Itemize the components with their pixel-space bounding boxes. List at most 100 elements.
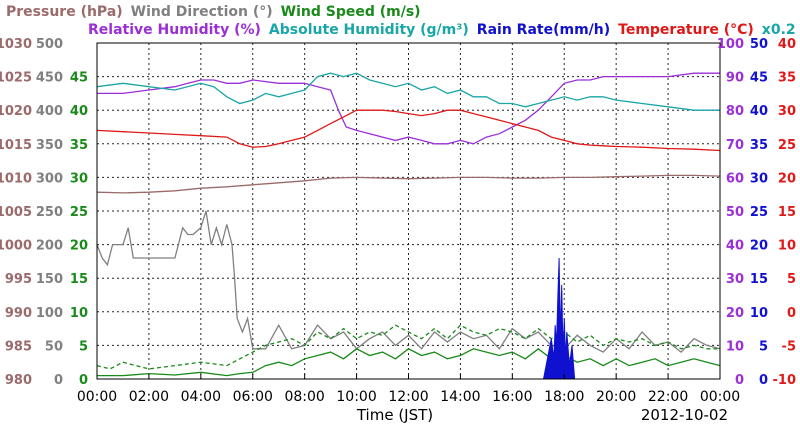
- y-tick-label-temperature: 35: [778, 71, 796, 86]
- y-tick-label-temperature: 5: [787, 272, 796, 287]
- y-tick-label-wind-direction: 150: [36, 272, 63, 287]
- date-label: 2012-10-02: [641, 406, 728, 424]
- y-tick-label-rain-rate: 10: [750, 306, 768, 321]
- legend-entry: x0.2: [762, 22, 796, 38]
- x-tick-label: 00:00: [700, 389, 740, 405]
- legend-entry: Absolute Humidity (g/m³): [269, 22, 469, 38]
- y-tick-label-pressure: 985: [5, 339, 32, 354]
- y-tick-label-wind-speed: 40: [70, 104, 88, 119]
- legend-entry: Rain Rate(mm/h): [477, 22, 610, 38]
- y-tick-label-rain-rate: 5: [759, 339, 768, 354]
- y-tick-label-rain-rate: 40: [750, 104, 768, 119]
- series-pressure-hpa: [96, 174, 721, 194]
- legend: Pressure (hPa) Wind Direction (°) Wind Spe…: [6, 4, 796, 38]
- y-tick-label-pressure: 1020: [0, 104, 32, 119]
- y-tick-label-humidity: 40: [726, 239, 744, 254]
- x-tick-label: 02:00: [129, 389, 169, 405]
- y-tick-label-temperature: -10: [773, 373, 797, 388]
- x-tick-label: 16:00: [492, 389, 532, 405]
- y-tick-label-wind-direction: 300: [36, 171, 63, 186]
- legend-entry: Pressure (hPa): [6, 4, 123, 20]
- y-tick-label-humidity: 0: [735, 373, 744, 388]
- y-tick-label-temperature: 15: [778, 205, 796, 220]
- y-tick-label-pressure: 1015: [0, 138, 32, 153]
- x-tick-label: 00:00: [77, 389, 117, 405]
- legend-entry: Relative Humidity (%): [88, 22, 261, 38]
- y-tick-label-wind-speed: 15: [70, 272, 88, 287]
- y-tick-label-wind-speed: 25: [70, 205, 88, 220]
- x-tick-label: 18:00: [544, 389, 584, 405]
- y-tick-label-wind-direction: 500: [36, 37, 63, 52]
- series-wind-speed-max-m-s: [96, 324, 720, 370]
- y-tick-label-wind-direction: 250: [36, 205, 63, 220]
- y-tick-label-wind-speed: 10: [70, 306, 88, 321]
- y-tick-label-humidity: 100: [717, 37, 744, 52]
- y-tick-label-wind-speed: 0: [79, 373, 88, 388]
- x-tick-label: 12:00: [388, 389, 428, 405]
- y-tick-label-wind-speed: 35: [70, 138, 88, 153]
- y-tick-label-pressure: 1000: [0, 239, 32, 254]
- axes: 1030102510201015101010051000995990985980…: [0, 37, 796, 405]
- y-tick-label-wind-speed: 45: [70, 71, 88, 86]
- x-tick-label: 20:00: [596, 389, 636, 405]
- x-tick-label: 10:00: [336, 389, 376, 405]
- y-tick-label-temperature: -5: [782, 339, 796, 354]
- series-wind-direction: [96, 210, 721, 353]
- y-tick-label-pressure: 1010: [0, 171, 32, 186]
- y-tick-label-pressure: 980: [5, 373, 32, 388]
- x-tick-label: 06:00: [233, 389, 273, 405]
- y-tick-label-pressure: 1030: [0, 37, 32, 52]
- y-tick-label-rain-rate: 15: [750, 272, 768, 287]
- y-tick-label-pressure: 1005: [0, 205, 32, 220]
- y-tick-label-wind-direction: 200: [36, 239, 63, 254]
- y-tick-label-wind-direction: 0: [54, 373, 63, 388]
- y-tick-label-pressure: 995: [5, 272, 32, 287]
- y-tick-label-wind-direction: 50: [45, 339, 63, 354]
- y-tick-label-wind-direction: 450: [36, 71, 63, 86]
- y-tick-label-humidity: 20: [726, 306, 744, 321]
- legend-entry: Temperature (°C): [618, 22, 754, 38]
- series-absolute-humidity-g-m: [96, 72, 720, 111]
- y-tick-label-wind-speed: 30: [70, 171, 88, 186]
- series-rain-rate: [542, 257, 576, 380]
- y-tick-label-wind-speed: 5: [79, 339, 88, 354]
- y-tick-label-temperature: 20: [778, 171, 796, 186]
- y-tick-label-wind-direction: 350: [36, 138, 63, 153]
- x-tick-label: 22:00: [648, 389, 688, 405]
- legend-entry: Wind Direction (°): [131, 4, 273, 20]
- y-tick-label-temperature: 25: [778, 138, 796, 153]
- y-tick-label-rain-rate: 50: [750, 37, 768, 52]
- y-tick-label-humidity: 70: [726, 138, 744, 153]
- y-tick-label-temperature: 10: [778, 239, 796, 254]
- x-tick-label: 04:00: [181, 389, 221, 405]
- y-tick-label-rain-rate: 25: [750, 205, 768, 220]
- y-tick-label-temperature: 30: [778, 104, 796, 119]
- y-tick-label-rain-rate: 35: [750, 138, 768, 153]
- y-tick-label-wind-speed: 20: [70, 239, 88, 254]
- y-tick-label-humidity: 50: [726, 205, 744, 220]
- y-tick-label-temperature: 0: [787, 306, 796, 321]
- y-tick-label-humidity: 90: [726, 71, 744, 86]
- legend-entry: Wind Speed (m/s): [281, 4, 421, 20]
- y-tick-label-rain-rate: 0: [759, 373, 768, 388]
- x-tick-label: 08:00: [284, 389, 324, 405]
- y-tick-label-rain-rate: 45: [750, 71, 768, 86]
- series-wind-speed-m-s: [97, 347, 721, 377]
- y-tick-label-humidity: 80: [726, 104, 744, 119]
- y-tick-label-rain-rate: 20: [750, 239, 768, 254]
- y-tick-label-humidity: 60: [726, 171, 744, 186]
- x-tick-label: 14:00: [440, 389, 480, 405]
- x-axis-label: Time (JST): [356, 406, 433, 424]
- y-tick-label-wind-direction: 100: [36, 306, 63, 321]
- y-tick-label-humidity: 10: [726, 339, 744, 354]
- y-tick-label-temperature: 40: [778, 37, 796, 52]
- y-tick-label-pressure: 1025: [0, 71, 32, 86]
- series-relative-humidity: [97, 72, 720, 145]
- y-tick-label-pressure: 990: [5, 306, 32, 321]
- y-tick-label-rain-rate: 30: [750, 171, 768, 186]
- series-temperature-c: [96, 109, 721, 152]
- grid: [97, 43, 720, 379]
- y-tick-label-wind-direction: 400: [36, 104, 63, 119]
- series-layer: [96, 72, 721, 380]
